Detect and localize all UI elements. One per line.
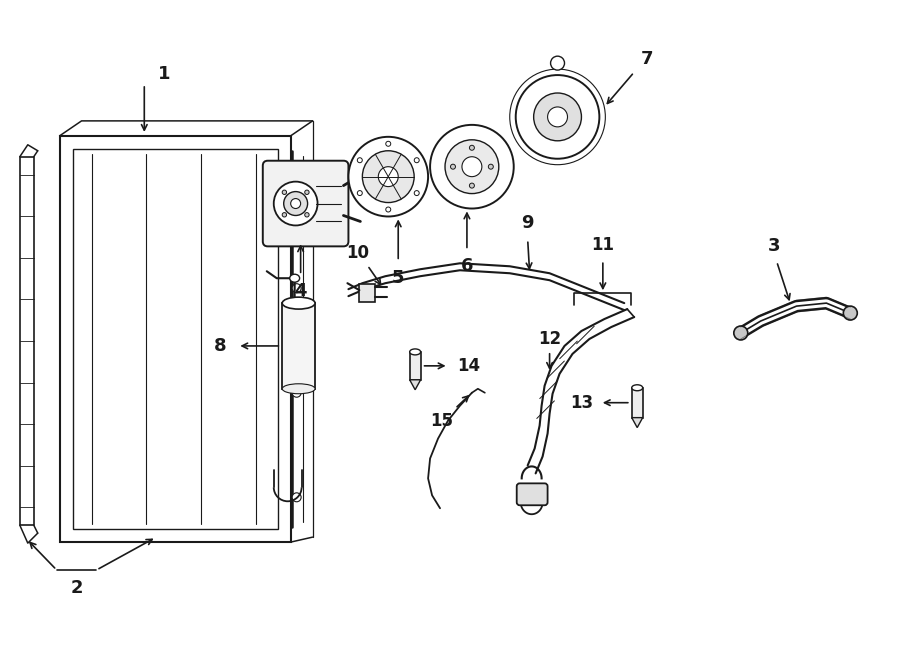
Text: 6: 6 bbox=[461, 257, 473, 275]
Text: 3: 3 bbox=[768, 237, 780, 255]
Circle shape bbox=[378, 167, 398, 186]
Ellipse shape bbox=[410, 349, 420, 355]
Polygon shape bbox=[632, 418, 643, 428]
Circle shape bbox=[414, 190, 419, 196]
Bar bbox=[59, 136, 291, 542]
Text: 15: 15 bbox=[430, 412, 454, 430]
Circle shape bbox=[292, 388, 302, 397]
Circle shape bbox=[292, 493, 302, 502]
Text: 13: 13 bbox=[571, 394, 593, 412]
Circle shape bbox=[516, 75, 599, 159]
Text: 9: 9 bbox=[521, 214, 534, 233]
Ellipse shape bbox=[283, 297, 315, 309]
Bar bbox=[20, 157, 34, 525]
Circle shape bbox=[292, 284, 302, 293]
Circle shape bbox=[283, 213, 286, 217]
Circle shape bbox=[470, 183, 474, 188]
Circle shape bbox=[462, 157, 482, 176]
Circle shape bbox=[292, 184, 302, 193]
Ellipse shape bbox=[283, 384, 315, 394]
Ellipse shape bbox=[632, 385, 643, 391]
Text: 1: 1 bbox=[158, 65, 170, 83]
Circle shape bbox=[348, 137, 428, 217]
Circle shape bbox=[305, 213, 309, 217]
Circle shape bbox=[305, 190, 309, 194]
Circle shape bbox=[734, 326, 748, 340]
Circle shape bbox=[451, 164, 455, 169]
Text: 10: 10 bbox=[346, 245, 369, 262]
Text: 2: 2 bbox=[70, 579, 83, 597]
Circle shape bbox=[843, 306, 858, 320]
Text: 7: 7 bbox=[641, 50, 653, 68]
Polygon shape bbox=[410, 380, 420, 390]
Circle shape bbox=[284, 192, 308, 215]
Bar bbox=[359, 284, 375, 302]
Circle shape bbox=[357, 190, 363, 196]
Text: 12: 12 bbox=[538, 330, 561, 348]
Circle shape bbox=[489, 164, 493, 169]
FancyBboxPatch shape bbox=[517, 483, 547, 505]
Circle shape bbox=[363, 151, 414, 202]
Circle shape bbox=[386, 141, 391, 146]
Bar bbox=[73, 149, 278, 529]
Text: 11: 11 bbox=[591, 237, 615, 254]
Ellipse shape bbox=[290, 274, 300, 282]
Text: 14: 14 bbox=[457, 357, 480, 375]
FancyBboxPatch shape bbox=[263, 161, 348, 247]
Circle shape bbox=[291, 198, 301, 208]
Circle shape bbox=[509, 69, 606, 165]
Circle shape bbox=[274, 182, 318, 225]
Circle shape bbox=[547, 107, 568, 127]
Circle shape bbox=[414, 158, 419, 163]
Circle shape bbox=[430, 125, 514, 208]
Circle shape bbox=[534, 93, 581, 141]
Bar bbox=[410, 352, 420, 380]
Circle shape bbox=[470, 145, 474, 150]
Text: 5: 5 bbox=[392, 269, 404, 288]
Text: 4: 4 bbox=[294, 282, 307, 300]
Circle shape bbox=[551, 56, 564, 70]
Bar bbox=[283, 303, 315, 389]
Circle shape bbox=[357, 158, 363, 163]
Text: 8: 8 bbox=[214, 337, 227, 355]
Bar bbox=[632, 388, 643, 418]
Circle shape bbox=[386, 207, 391, 212]
Circle shape bbox=[283, 190, 286, 194]
Circle shape bbox=[445, 140, 499, 194]
